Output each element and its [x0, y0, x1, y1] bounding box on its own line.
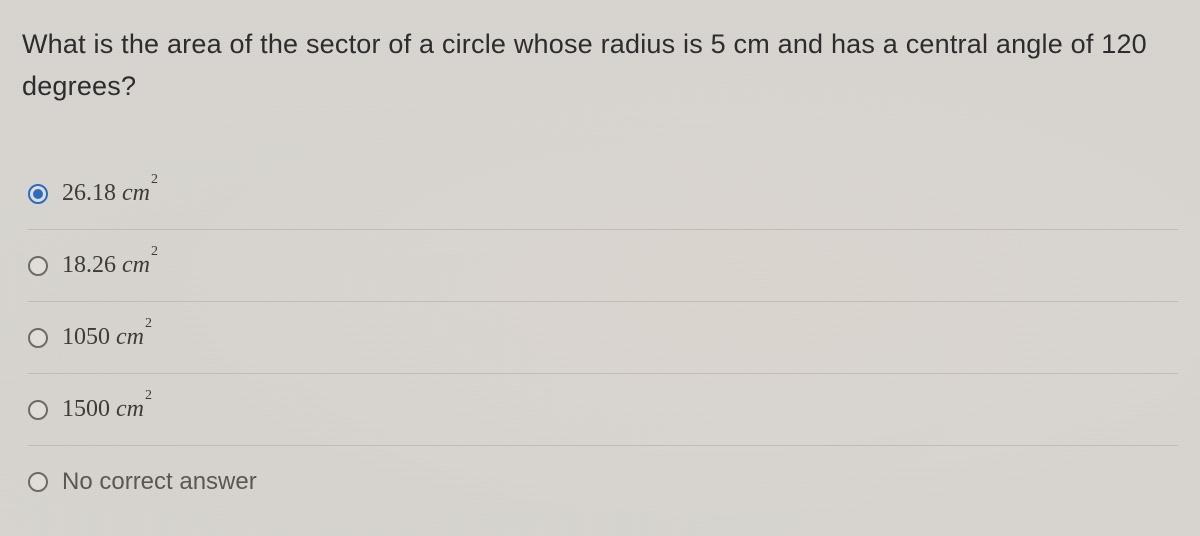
option-unit: cm2 [116, 324, 152, 351]
option-label: 1050 cm2 [62, 324, 152, 351]
option-unit: cm2 [116, 396, 152, 423]
option-row[interactable]: 1500 cm2 [28, 374, 1178, 446]
option-value: 1050 [62, 324, 110, 351]
radio-icon[interactable] [28, 472, 48, 492]
option-value: 1500 [62, 396, 110, 423]
option-label: No correct answer [62, 468, 257, 496]
radio-icon[interactable] [28, 328, 48, 348]
options-group: 26.18 cm2 18.26 cm2 1050 cm2 1500 cm2 No… [28, 158, 1178, 518]
option-row[interactable]: 18.26 cm2 [28, 230, 1178, 302]
option-row[interactable]: 1050 cm2 [28, 302, 1178, 374]
option-unit: cm2 [122, 252, 158, 279]
option-value: No correct answer [62, 468, 257, 496]
option-value: 18.26 [62, 252, 116, 279]
radio-icon[interactable] [28, 184, 48, 204]
question-text: What is the area of the sector of a circ… [22, 24, 1178, 108]
option-value: 26.18 [62, 180, 116, 207]
radio-icon[interactable] [28, 400, 48, 420]
option-label: 26.18 cm2 [62, 180, 158, 207]
radio-icon[interactable] [28, 256, 48, 276]
option-row[interactable]: 26.18 cm2 [28, 158, 1178, 230]
option-row[interactable]: No correct answer [28, 446, 1178, 518]
option-label: 18.26 cm2 [62, 252, 158, 279]
option-unit: cm2 [122, 180, 158, 207]
option-label: 1500 cm2 [62, 396, 152, 423]
